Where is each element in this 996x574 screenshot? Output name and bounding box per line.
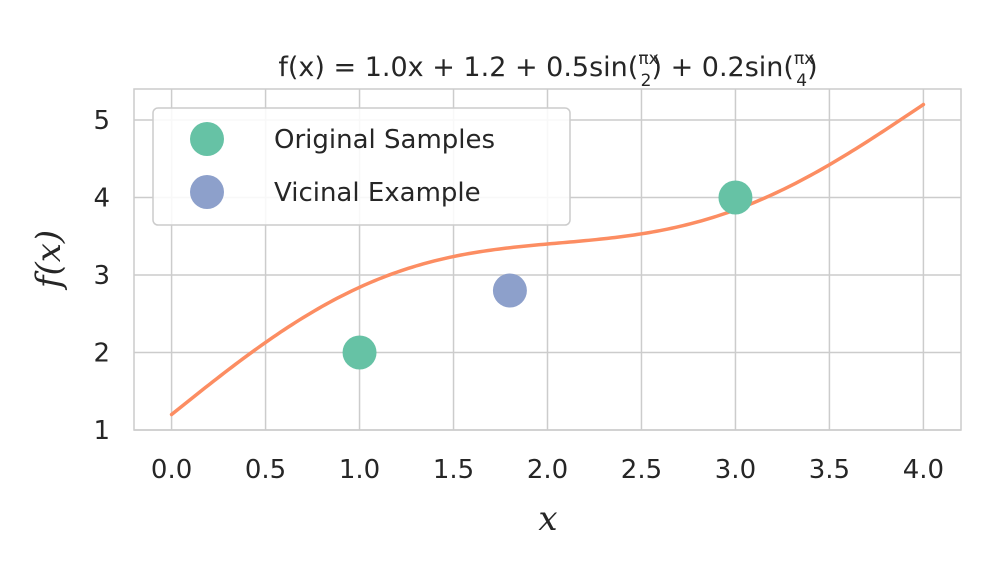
grid (134, 89, 961, 431)
y-tick-label: 4 (93, 184, 110, 214)
y-tick-label: 1 (93, 416, 110, 446)
legend-label-original-samples: Original Samples (274, 125, 495, 155)
title-frac1-den: 2 (641, 71, 652, 91)
title-frac1-num: πx (638, 49, 658, 69)
legend-label-vicinal-example: Vicinal Example (274, 178, 481, 208)
function-curve (169, 102, 926, 417)
x-axis-title: x (538, 499, 557, 539)
x-tick-label: 3.0 (715, 455, 756, 485)
function-line (169, 102, 926, 417)
title-frac2-num: πx (794, 49, 814, 69)
plot-frame (133, 88, 962, 431)
title-end: ) (807, 52, 818, 83)
y-tick-label: 2 (93, 339, 110, 369)
legend-items: Original Samples Vicinal Example (190, 122, 495, 209)
y-tick-label: 5 (93, 106, 110, 136)
title-mid: ) + 0.2sin( (651, 52, 793, 83)
x-tick-label: 2.0 (527, 455, 568, 485)
x-tick-label: 3.5 (809, 455, 850, 485)
original-samples-point (342, 335, 377, 370)
title-frac2-den: 4 (796, 71, 807, 91)
x-ticks: 0.0 0.5 1.0 1.5 2.0 2.5 3.0 3.5 4.0 (151, 455, 944, 485)
legend-box (152, 107, 571, 226)
x-tick-label: 2.5 (621, 455, 662, 485)
x-tick-label: 4.0 (903, 455, 944, 485)
x-tick-label: 1.0 (339, 455, 380, 485)
vicinal-example-point (492, 273, 527, 308)
y-axis-title: f(x) (29, 230, 69, 291)
scatter-points (342, 180, 753, 370)
x-tick-label: 0.5 (245, 455, 286, 485)
x-tick-label: 1.5 (433, 455, 474, 485)
y-tick-label: 3 (93, 261, 110, 291)
title-lhs: f(x) = 1.0x + 1.2 + 0.5sin( (278, 52, 638, 83)
x-tick-label: 0.0 (151, 455, 192, 485)
y-ticks: 1 2 3 4 5 (93, 106, 110, 446)
legend: Original Samples Vicinal Example (152, 107, 571, 226)
original-samples-point (718, 180, 753, 215)
legend-marker-original-samples (190, 122, 224, 156)
chart-title: f(x) = 1.0x + 1.2 + 0.5sin(πx 2) + 0.2sin… (278, 49, 817, 91)
legend-marker-vicinal-example (190, 175, 224, 209)
